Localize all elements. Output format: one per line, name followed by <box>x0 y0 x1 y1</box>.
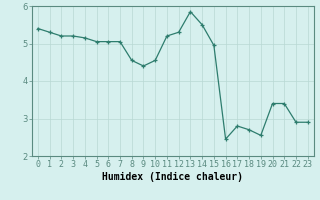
X-axis label: Humidex (Indice chaleur): Humidex (Indice chaleur) <box>102 172 243 182</box>
